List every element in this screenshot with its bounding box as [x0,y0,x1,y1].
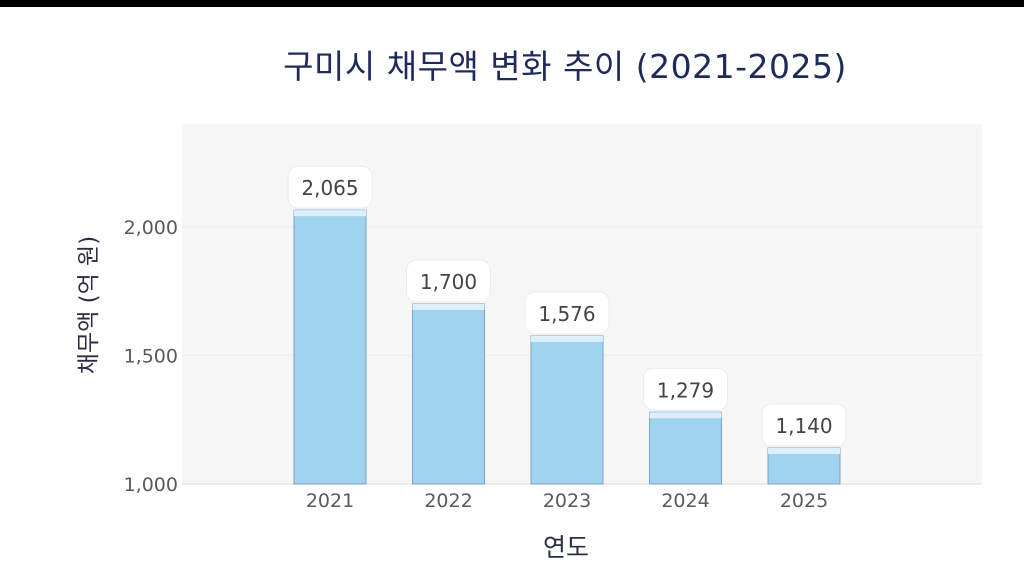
data-label: 1,576 [538,302,595,326]
bar-cap [649,412,722,419]
y-axis-label: 채무액 (억 원) [76,235,102,375]
bar-cap [531,335,603,342]
x-axis-label: 연도 [542,533,590,562]
x-tick-label: 2021 [306,490,354,512]
data-label-box [406,259,491,303]
y-tick-label: 1,500 [124,345,178,367]
data-label: 1,700 [420,270,477,294]
y-tick-label: 2,000 [124,217,178,239]
bar-2023 [530,335,604,485]
data-label-box [761,403,847,447]
bar-2022 [412,303,485,485]
y-axis-ticks: 1,000 1,500 2,000 [124,217,178,496]
x-tick-label: 2024 [661,490,709,512]
data-label: 2,065 [301,176,358,200]
x-tick-label: 2023 [543,490,591,512]
bar-cap [768,448,840,454]
data-label-box [524,291,610,335]
y-tick-label: 1,000 [124,474,178,496]
x-tick-label: 2025 [780,490,828,512]
top-bar [0,0,1024,7]
data-labels: 2,065 1,700 1,576 1,279 1,140 [287,165,847,447]
data-label: 1,279 [657,378,714,402]
bars [293,209,841,485]
bar-cap [294,210,366,217]
x-tick-label: 2022 [424,490,472,512]
x-axis-ticks: 2021 2022 2023 2024 2025 [306,490,828,512]
chart-title: 구미시 채무액 변화 추이 (2021-2025) [283,47,847,86]
bar-2024 [649,411,722,485]
bar-cap [412,304,485,310]
data-label: 1,140 [775,414,832,438]
data-label-box [287,165,373,209]
bar-2021 [293,209,367,485]
data-label-box [643,367,728,411]
